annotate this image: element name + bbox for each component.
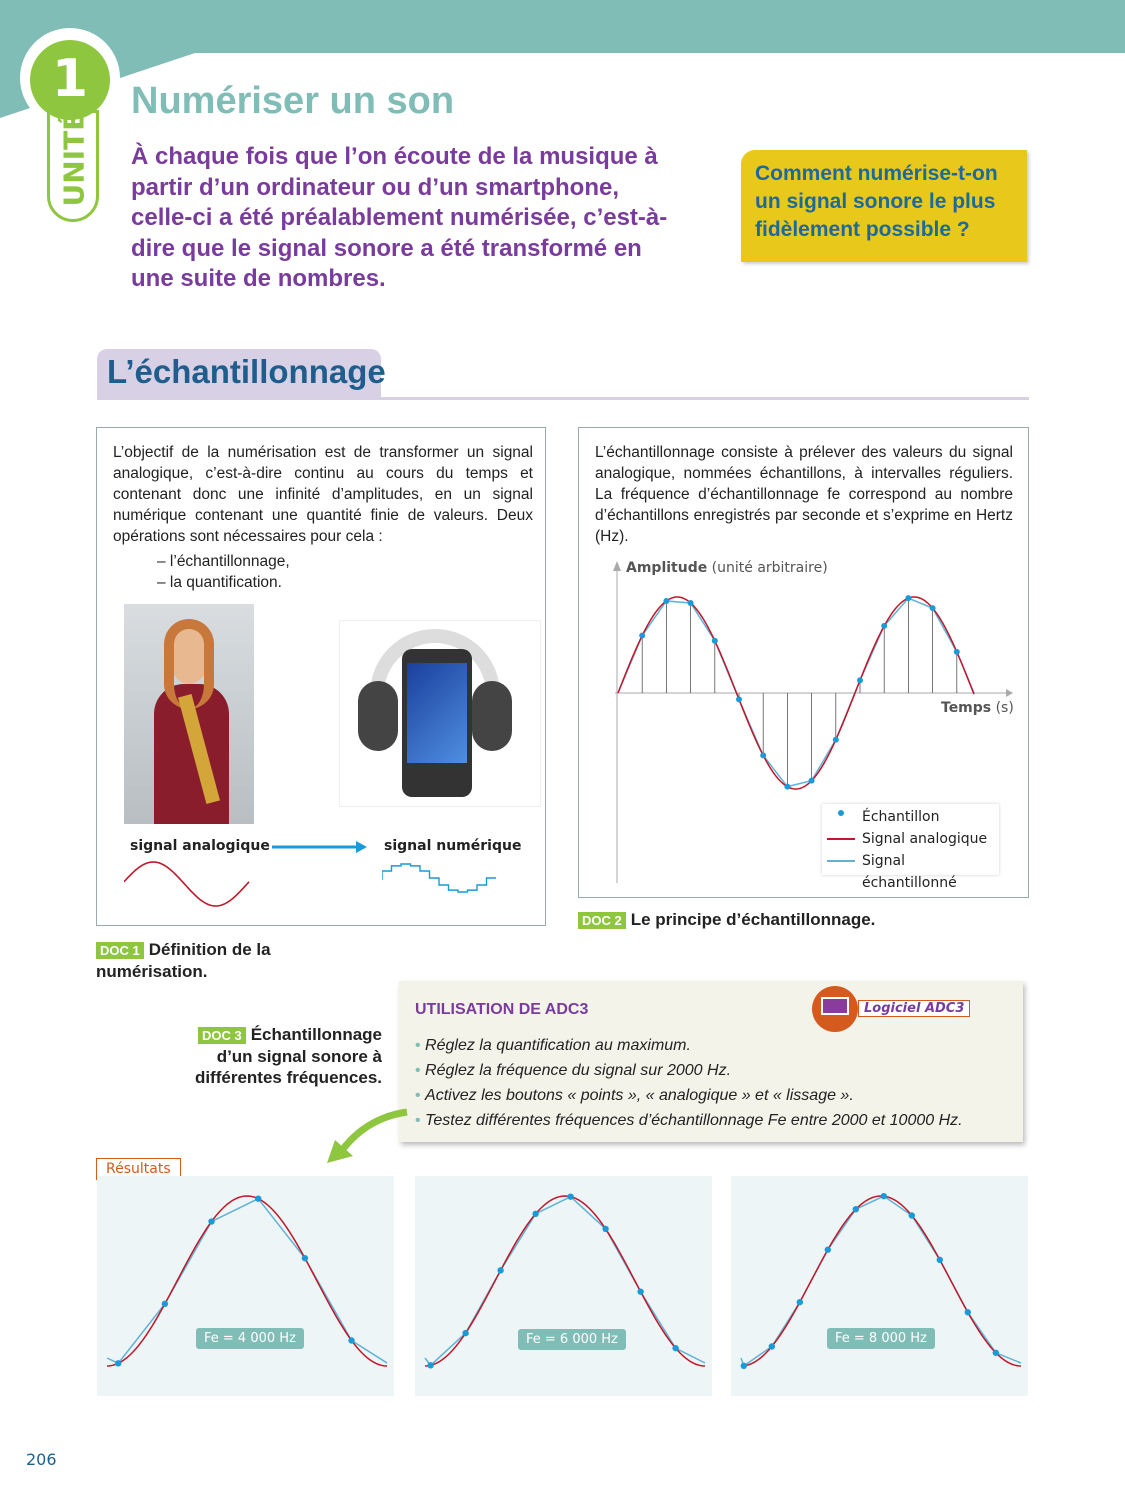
legend-analog: Signal analogique (862, 831, 988, 847)
adc3-step: Réglez la quantification au maximum. (415, 1033, 1007, 1058)
sample-point (639, 632, 646, 639)
digital-signal-label: signal numérique (384, 838, 522, 854)
sample-point (637, 1288, 644, 1295)
sample-point (115, 1360, 122, 1367)
sample-point (208, 1218, 215, 1225)
sample-point (832, 736, 839, 743)
unit-number: 1 (30, 40, 110, 120)
doc2-box: L’échantillonnage consiste à prélever de… (578, 427, 1029, 898)
sample-point (796, 1298, 803, 1306)
software-link[interactable]: Logiciel ADC3 (858, 1000, 971, 1017)
doc3-badge: DOC 3 (197, 1027, 246, 1044)
sample-point (908, 1212, 915, 1219)
y-axis-arrow (613, 561, 621, 571)
sample-point (497, 1267, 504, 1274)
sample-point (687, 599, 694, 606)
unit-badge: UNITÉ 1 (22, 30, 122, 225)
result-panel-8000: Fe = 8 000 Hz (731, 1176, 1028, 1396)
sampled-signal-line (424, 1195, 706, 1367)
sample-point (905, 595, 912, 602)
legend-sample: Échantillon (862, 809, 940, 825)
analog-signal-line (617, 596, 975, 790)
x-axis-arrow (1006, 689, 1013, 697)
doc2-badge: DOC 2 (578, 912, 626, 929)
software-icon (812, 986, 858, 1032)
digital-wave-icon (382, 863, 496, 893)
sample-point (462, 1329, 469, 1337)
sample-point (852, 1206, 859, 1213)
result-panel-4000: Fe = 4 000 Hz (97, 1176, 394, 1396)
doc1-box: L’objectif de la numérisation est de tra… (96, 427, 546, 926)
sampled-signal-line (617, 597, 975, 788)
sample-point (301, 1254, 309, 1262)
x-axis-label: Temps (s) (941, 700, 1014, 716)
sample-point (760, 752, 767, 759)
sample-point (567, 1193, 574, 1200)
doc1-badge: DOC 1 (96, 942, 144, 959)
sample-point (663, 597, 670, 604)
sample-point (936, 1256, 943, 1264)
sample-point (964, 1309, 971, 1316)
sample-point (348, 1337, 355, 1344)
fe-label: Fe = 4 000 Hz (196, 1328, 304, 1349)
sample-point (532, 1210, 539, 1218)
arrow-icon (327, 1108, 408, 1163)
doc2-text: L’échantillonnage consiste à prélever de… (595, 444, 1013, 545)
section-title: L’échantillonnage (97, 349, 386, 400)
sample-point (824, 1246, 831, 1253)
doc3-caption: DOC 3 Échantillonnage d’un signal sonore … (194, 1025, 382, 1087)
sample-point (711, 637, 718, 644)
sample-point (427, 1362, 434, 1369)
legend-sampled: Signal échantillonné (862, 853, 957, 891)
doc2-caption: DOC 2 Le principe d’échantillonnage. (578, 910, 875, 930)
sample-point (740, 1362, 747, 1370)
sample-point (929, 605, 936, 612)
adc3-step: Testez différentes fréquences d’échantil… (415, 1108, 1007, 1133)
section-divider (97, 397, 1029, 400)
analog-signal-label: signal analogique (130, 838, 270, 854)
sample-point (808, 777, 815, 784)
sample-point (784, 783, 791, 790)
sample-point (255, 1195, 262, 1202)
doc1-item: – la quantification. (157, 574, 282, 591)
sampled-signal-line (106, 1197, 388, 1365)
sample-point (857, 677, 863, 684)
adc3-instructions: UTILISATION DE ADC3 Réglez la quantifica… (399, 981, 1023, 1142)
doc1-caption: DOC 1 Définition de la numérisation. (96, 940, 271, 981)
sample-point (880, 1192, 887, 1200)
intro-text: À chaque fois que l’on écoute de la musi… (131, 143, 668, 292)
adc3-step: Réglez la fréquence du signal sur 2000 H… (415, 1058, 1007, 1083)
sampling-chart (613, 561, 1013, 883)
sample-point (672, 1344, 679, 1352)
result-panel-6000: Fe = 6 000 Hz (415, 1176, 712, 1396)
sample-point (881, 622, 888, 629)
adc3-title: UTILISATION DE ADC3 (415, 1001, 589, 1018)
conversion-arrow (272, 841, 367, 853)
saxophone-photo (124, 604, 254, 824)
sample-point (602, 1225, 609, 1233)
unit-label: UNITÉ (57, 111, 91, 207)
smartphone-headphones-photo (339, 620, 541, 807)
page-title: Numériser un son (131, 80, 455, 122)
fe-label: Fe = 8 000 Hz (827, 1328, 935, 1349)
sample-point (992, 1349, 999, 1356)
analog-wave-icon (124, 861, 250, 907)
adc3-step: Activez les boutons « points », « analog… (415, 1083, 1007, 1108)
page-number: 206 (26, 1450, 57, 1469)
sample-point (768, 1343, 775, 1350)
sample-point (953, 648, 960, 655)
analog-signal-line (424, 1195, 706, 1367)
question-box: Comment numérise-t-on un signal sonore l… (741, 150, 1027, 262)
chart-legend: Échantillon Signal analogique Signal éch… (822, 804, 999, 891)
sample-point (161, 1300, 169, 1308)
y-axis-label: Amplitude (unité arbitraire) (626, 560, 828, 576)
doc1-item: – l’échantillonnage, (157, 553, 290, 570)
fe-label: Fe = 6 000 Hz (518, 1329, 626, 1350)
sample-point (736, 696, 742, 703)
analog-signal-line (106, 1195, 388, 1367)
doc1-text: L’objectif de la numérisation est de tra… (113, 444, 533, 545)
